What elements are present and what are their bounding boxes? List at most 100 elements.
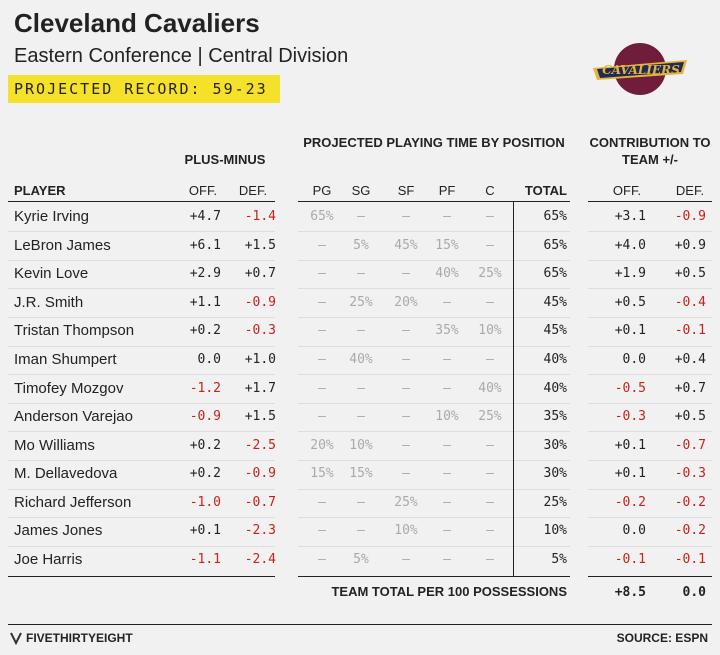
cell: — [318,494,326,510]
row-separator [298,545,513,547]
cell: +0.7 [674,380,706,396]
subtitle: Eastern Conference | Central Division [14,45,349,67]
player-name: James Jones [14,522,103,540]
player-name: Kyrie Irving [14,208,90,225]
cell: — [357,323,365,339]
row-separator [8,231,275,233]
cell: 35% [543,409,567,425]
group-header: PROJECTED PLAYING TIME BY POSITION [303,135,565,150]
row-separator [298,431,513,433]
cell: -0.5 [614,380,646,396]
cell: -0.4 [674,294,706,310]
row-separator [8,517,275,519]
brand: FIVETHIRTYEIGHT [26,631,133,645]
cell: — [318,351,326,367]
row-separator [588,431,712,433]
cell: +4.0 [614,237,646,253]
cell: — [318,323,326,339]
cell: — [486,209,494,224]
row-separator [514,231,570,233]
column-header: PLAYER [14,183,66,198]
row-separator [8,345,275,347]
row-separator [8,402,275,404]
cell: — [357,380,365,396]
cell: 25% [394,494,418,510]
cell: — [402,323,410,339]
row-separator [8,374,275,376]
cell: — [486,294,494,310]
cell: +1.9 [614,266,646,282]
cell: -0.1 [614,552,646,567]
cell: -0.7 [674,437,706,453]
cell: — [443,437,451,453]
column-header: SF [397,183,415,198]
cell: — [402,266,410,282]
cell: -0.9 [674,209,706,224]
row-separator [514,345,570,347]
group-header: PLUS-MINUS [184,152,266,167]
cell: -2.3 [244,523,276,539]
column-header: SG [351,183,371,198]
cell: 45% [394,237,418,253]
cell: +0.7 [244,266,276,282]
cell: 40% [478,380,502,396]
player-name: Richard Jefferson [14,493,132,511]
projected-record: PROJECTED RECORD: 59-23 [8,75,280,103]
cell: -0.3 [674,466,706,482]
row-separator [514,431,570,433]
row-separator [298,402,513,404]
cell: +1.7 [244,380,276,396]
column-header: DEF. [675,183,705,198]
cell: 25% [478,409,502,425]
column-header: PG [312,183,332,198]
row-separator [588,402,712,404]
cell: — [357,209,365,224]
row-separator [298,459,513,461]
row-separator [588,545,712,547]
cell: 0.0 [622,351,646,367]
cell: 5% [353,552,369,567]
cell: 30% [543,466,567,482]
cell: — [486,466,494,482]
cell: — [318,266,326,282]
cell: 65% [543,266,567,282]
row-separator [298,317,513,319]
player-name: LeBron James [14,236,111,254]
cell: — [402,351,410,367]
row-separator [298,345,513,347]
total-label: TEAM TOTAL PER 100 POSSESSIONS [331,584,567,599]
player-name: Iman Shumpert [14,350,117,368]
cell: -0.1 [674,552,706,567]
player-name: Joe Harris [14,551,83,568]
cell: +0.2 [189,437,221,453]
cell: 10% [394,523,418,539]
player-name: Timofey Mozgov [14,379,124,397]
cell: 65% [543,209,567,224]
cell: +0.1 [189,523,221,539]
cell: 25% [349,294,373,310]
row-separator [298,231,513,233]
cell: 5% [353,237,369,253]
source: SOURCE: ESPN [616,631,708,645]
column-header: TOTAL [524,183,567,198]
cell: -0.2 [614,494,646,510]
cell: 40% [435,266,459,282]
cell: 45% [543,323,567,339]
cell: -1.2 [189,380,221,396]
row-separator [8,288,275,290]
column-header: OFF. [612,183,642,198]
player-name: J.R. Smith [14,293,84,311]
row-separator [298,288,513,290]
cell: -0.2 [674,523,706,539]
player-name: Mo Williams [14,436,95,454]
cell: — [357,266,365,282]
player-name: M. Dellavedova [14,465,118,483]
cell: 30% [543,437,567,453]
row-separator [8,259,275,261]
cell: +0.9 [674,237,706,253]
cell: 40% [349,351,373,367]
row-separator [588,488,712,490]
cell: 15% [435,237,459,253]
logo-text: CAVALIERS [602,63,680,77]
